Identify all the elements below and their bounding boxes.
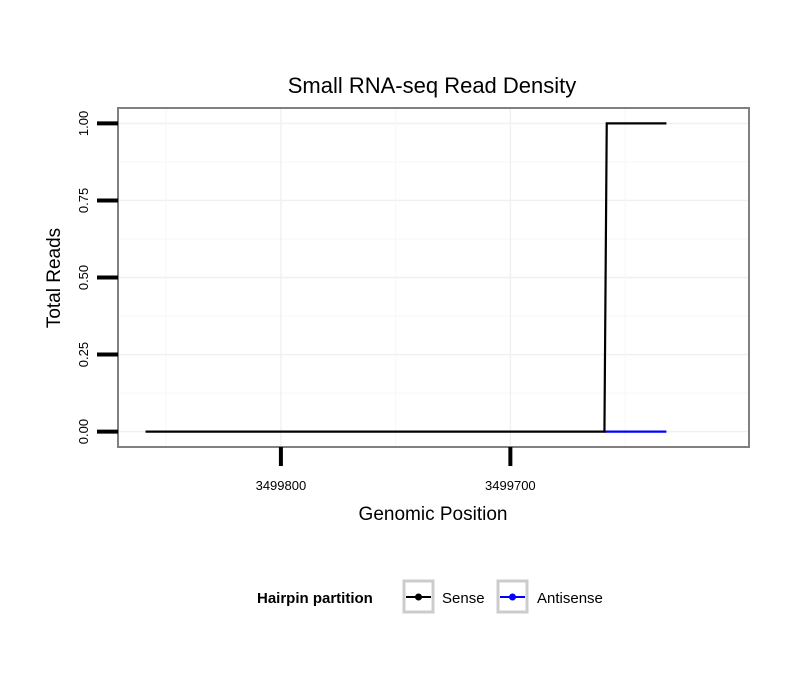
legend-item-sense: Sense	[402, 579, 485, 614]
series-layer	[145, 122, 667, 433]
y-axis: 0.00 0.25 0.50 0.75 1.00	[76, 111, 118, 444]
legend: Hairpin partition Sense Antisense	[257, 579, 603, 614]
series-line-sense	[145, 122, 667, 433]
y-tick-label: 0.00	[76, 419, 91, 444]
y-axis-title: Total Reads	[44, 228, 65, 328]
y-tick-label: 0.50	[76, 265, 91, 290]
legend-title: Hairpin partition	[257, 590, 373, 607]
legend-key-antisense-dot	[509, 593, 516, 601]
legend-key-sense-dot	[415, 593, 422, 601]
chart-title: Small RNA-seq Read Density	[288, 73, 577, 98]
x-axis-title: Genomic Position	[359, 504, 508, 525]
legend-item-antisense: Antisense	[496, 579, 603, 614]
x-tick-label: 3499800	[256, 478, 307, 493]
x-axis: 3499800 3499700	[256, 447, 536, 493]
y-tick-label: 1.00	[76, 111, 91, 136]
legend-label-antisense: Antisense	[537, 590, 603, 607]
x-tick-label: 3499700	[485, 478, 536, 493]
grid-lines	[118, 108, 749, 447]
y-tick-label: 0.75	[76, 188, 91, 213]
legend-label-sense: Sense	[442, 590, 485, 607]
y-tick-label: 0.25	[76, 342, 91, 367]
plot-area	[117, 107, 750, 448]
